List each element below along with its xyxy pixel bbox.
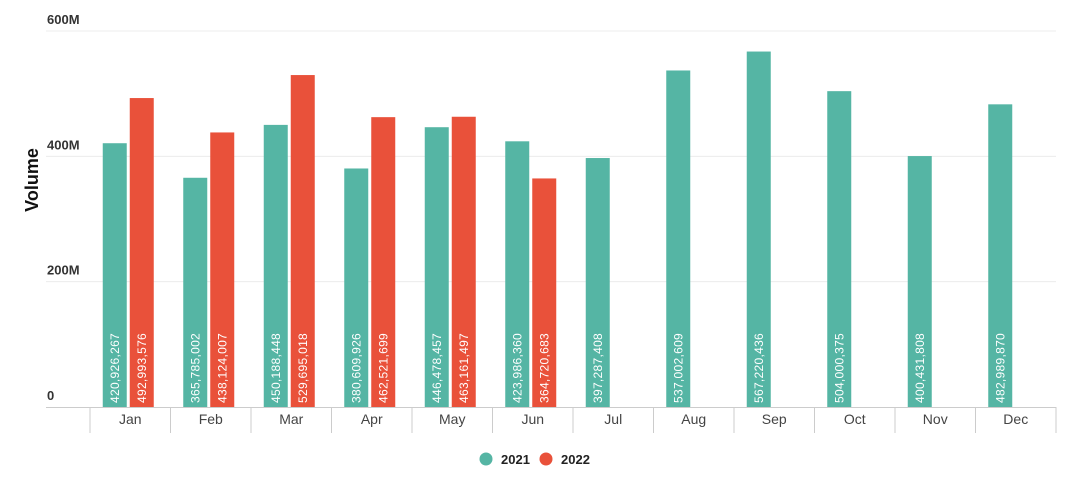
- bar-2021-dec[interactable]: [988, 104, 1013, 407]
- bar-value-label: 364,720,683: [537, 333, 551, 403]
- x-tick-label: Dec: [1003, 411, 1028, 427]
- bar-2022-jan[interactable]: [129, 98, 154, 407]
- x-tick-label: May: [439, 411, 465, 427]
- bars-layer: 420,926,267 492,993,576 365,785,002 438,124…: [102, 51, 1013, 408]
- bar-2021-mar[interactable]: [263, 124, 288, 408]
- bar-value-label: 482,989,870: [993, 333, 1007, 403]
- bar-2022-may[interactable]: [451, 116, 476, 407]
- bar-value-label: 365,785,002: [188, 333, 202, 403]
- y-tick-label: 400M: [47, 137, 80, 152]
- bar-value-label: 420,926,267: [108, 333, 122, 403]
- bar-2021-nov[interactable]: [907, 156, 932, 407]
- axis-layer: 0 200M 400M 600M Jan Feb Mar Apr May Jun Jul Aug Sep…: [46, 12, 1057, 433]
- x-tick-label: Jan: [119, 411, 142, 427]
- bar-2021-jun[interactable]: [505, 141, 530, 407]
- y-tick-label: 0: [47, 388, 54, 403]
- x-tick-label: Feb: [199, 411, 223, 427]
- bar-value-label: 537,002,609: [671, 333, 685, 403]
- bar-2022-apr[interactable]: [371, 117, 396, 407]
- bar-2021-oct[interactable]: [827, 91, 852, 408]
- bar-value-label: 438,124,007: [215, 333, 229, 403]
- x-tick-label: Jun: [521, 411, 544, 427]
- bar-value-label: 492,993,576: [135, 333, 149, 403]
- x-tick-label: Jul: [604, 411, 622, 427]
- bar-2022-feb[interactable]: [210, 132, 235, 407]
- bar-2021-aug[interactable]: [666, 70, 691, 407]
- x-tick-label: Apr: [361, 411, 383, 427]
- bar-value-label: 450,188,448: [269, 333, 283, 403]
- bar-2021-jul[interactable]: [585, 158, 610, 407]
- bar-value-label: 400,431,808: [913, 333, 927, 403]
- bar-value-label: 529,695,018: [296, 333, 310, 403]
- bar-value-label: 504,000,375: [832, 333, 846, 403]
- bar-2022-mar[interactable]: [290, 75, 315, 407]
- bar-2021-feb[interactable]: [183, 177, 208, 407]
- x-tick-label: Nov: [923, 411, 948, 427]
- legend-label-2021: 2021: [501, 452, 530, 467]
- y-tick-label: 200M: [47, 263, 80, 278]
- bar-2021-jan[interactable]: [102, 143, 127, 407]
- legend-label-2022: 2022: [561, 452, 590, 467]
- bar-value-label: 423,986,360: [510, 333, 524, 403]
- bar-2021-may[interactable]: [424, 127, 449, 407]
- bar-value-label: 567,220,436: [752, 333, 766, 403]
- x-tick-label: Sep: [762, 411, 787, 427]
- bar-value-label: 463,161,497: [457, 333, 471, 403]
- bar-value-label: 397,287,408: [591, 333, 605, 403]
- x-tick-label: Oct: [844, 411, 866, 427]
- bar-value-label: 380,609,926: [349, 333, 363, 403]
- legend: 2021 2022: [479, 452, 590, 467]
- y-tick-label: 600M: [47, 12, 80, 27]
- x-tick-label: Aug: [681, 411, 706, 427]
- bar-value-label: 462,521,699: [376, 333, 390, 403]
- bar-2021-sep[interactable]: [746, 51, 771, 407]
- y-axis-title: Volume: [22, 148, 42, 212]
- bar-2021-apr[interactable]: [344, 168, 369, 407]
- bar-value-label: 446,478,457: [430, 333, 444, 403]
- bar-2022-jun[interactable]: [532, 178, 557, 407]
- x-tick-label: Mar: [279, 411, 303, 427]
- legend-marker-2021: [479, 452, 493, 466]
- legend-marker-2022: [539, 452, 553, 466]
